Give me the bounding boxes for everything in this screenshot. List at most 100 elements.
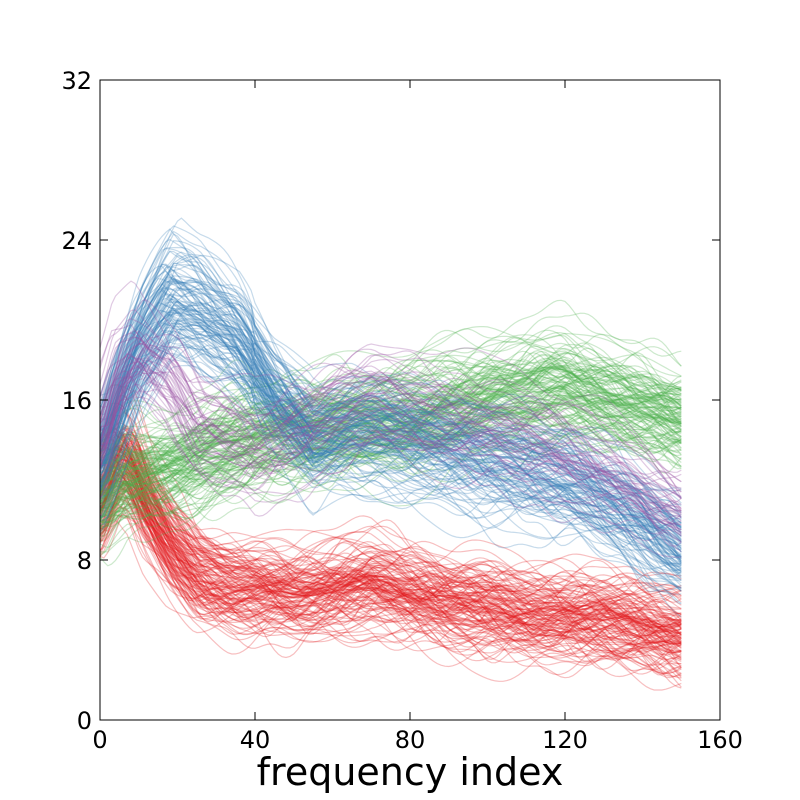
series-2-line-81 [99,336,682,572]
series-2-line-5 [99,290,682,578]
series-0-line-12 [99,491,682,682]
series-2-line-87 [99,319,682,541]
series-0-line-51 [99,470,682,654]
series-0-line-113 [99,471,682,634]
series-0-line-65 [99,435,682,637]
series-1-line-30 [99,383,682,506]
series-0-line-111 [99,444,682,640]
series-1-line-58 [99,402,682,500]
series-1-line-15 [99,393,682,508]
series-0-line-137 [99,443,682,677]
series-1-line-109 [99,368,682,470]
series-1-line-108 [99,329,682,447]
series-2-line-19 [99,297,682,537]
series-0-line-22 [99,426,682,622]
series-1-line-82 [99,395,682,497]
series-2-line-88 [99,313,682,536]
series-1-line-35 [99,406,682,519]
series-2-line-25 [99,254,682,519]
series-0-line-82 [99,488,682,669]
series-3-line-18 [99,370,682,512]
series-0-line-80 [99,473,682,666]
series-2-line-45 [99,279,682,525]
series-1-line-13 [99,312,682,442]
series-2-line-36 [99,251,682,492]
series-2-line-76 [99,254,682,533]
series-1-line-103 [99,387,682,512]
series-3-line-10 [99,361,682,499]
series-0-line-115 [99,421,682,624]
series-1-line-98 [99,365,682,451]
series-1-line-4 [99,364,682,466]
series-0-line-75 [99,502,682,675]
series-3-line-30 [99,372,682,514]
series-2-line-89 [99,344,682,604]
y-tick-label-0: 0 [77,707,92,735]
x-tick-label-4: 160 [697,726,743,754]
series-1-line-88 [99,400,682,528]
series-1-line-112 [99,362,682,503]
series-0-line-100 [99,498,682,678]
series-0-line-14 [99,484,682,659]
series-2-line-13 [99,323,682,574]
series-1-line-65 [99,392,682,496]
series-3-line-40 [99,378,682,553]
series-0-line-30 [99,471,682,642]
series-0-line-72 [99,482,682,646]
series-1-line-32 [99,362,682,496]
series-0-line-70 [99,424,682,678]
series-1-line-97 [99,371,682,504]
series-2-line-77 [99,277,682,563]
series-1-line-131 [99,351,682,465]
series-0-line-43 [99,458,682,641]
series-3-line-0 [99,366,682,536]
series-3-line-20 [99,363,682,517]
series-0-line-74 [99,440,682,613]
series-1-line-92 [99,373,682,499]
series-1-line-128 [99,396,682,524]
series-2-line-41 [99,293,682,595]
series-2-line-32 [99,312,682,544]
series-3-line-27 [99,389,682,543]
series-2-line-78 [99,250,682,521]
series-1-line-132 [99,374,682,487]
series-3-line-14 [99,343,682,542]
series-0-line-81 [99,466,682,630]
series-3-line-23 [99,359,682,512]
series-3-line-8 [99,372,682,524]
series-1-line-47 [99,383,682,537]
series-1-line-105 [99,424,682,535]
series-1-line-70 [99,363,682,503]
series-1-line-50 [99,361,682,459]
series-2-line-47 [99,304,682,541]
series-1-line-87 [99,334,682,466]
series-0-line-119 [99,435,682,643]
series-2-line-71 [99,282,682,547]
series-0-line-68 [99,495,682,659]
series-1-line-78 [99,386,682,507]
series-0-line-133 [99,485,682,653]
series-2-line-8 [99,225,682,518]
series-0-line-110 [99,430,682,602]
series-1-line-28 [99,379,682,499]
series-3-line-34 [99,355,682,535]
series-2-line-83 [99,346,682,572]
series-2-line-105 [99,318,682,525]
series-3-line-26 [99,333,682,514]
series-2-line-50 [99,233,682,543]
series-2-line-69 [99,292,682,527]
series-0-line-85 [99,450,682,646]
series-1-line-63 [99,354,682,512]
series-3-line-17 [99,389,682,522]
series-1-line-66 [99,395,682,530]
series-0-line-28 [99,475,682,649]
series-1-line-122 [99,401,682,501]
series-0-line-104 [99,445,682,613]
y-tick-label-1: 8 [77,547,92,575]
series-2-line-104 [99,293,682,543]
series-0-line-3 [99,493,682,644]
series-1-line-16 [99,363,682,476]
series-2-line-109 [99,255,682,533]
series-1-line-100 [99,356,682,479]
